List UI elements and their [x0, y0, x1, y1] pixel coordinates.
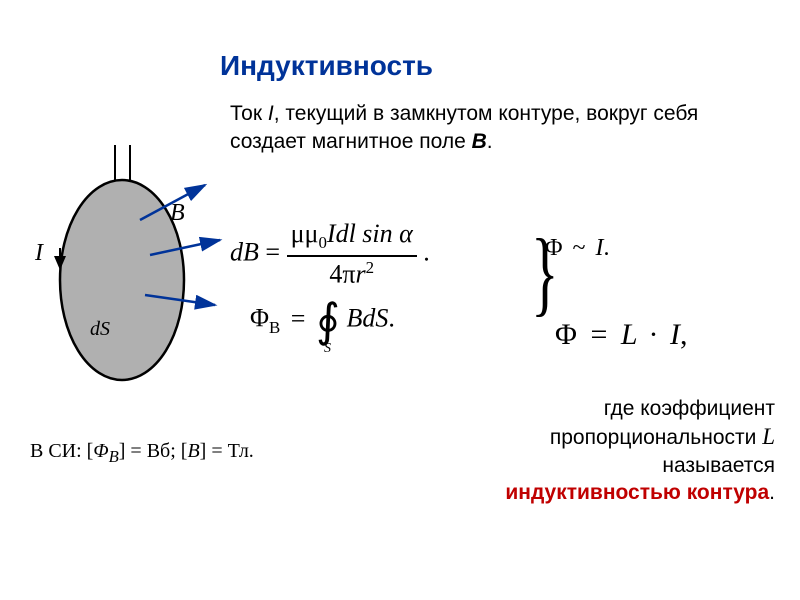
PhiB-eq: =: [287, 304, 310, 333]
coefficient-text: где коэффициент пропорциональности L наз…: [405, 395, 775, 507]
dB-r: r: [355, 259, 365, 288]
coef-line1: где коэффициент: [604, 397, 775, 420]
integral-icon: ∮: [316, 295, 340, 346]
dB-fraction: μμ0Idl sin α 4πr2: [287, 220, 417, 289]
si-B1: B: [109, 447, 119, 466]
res-L: L: [621, 318, 637, 351]
PhiB-integrand: BdS: [346, 304, 388, 333]
dB-denominator: 4πr2: [287, 257, 417, 289]
loop-diagram: I B dS: [20, 140, 230, 400]
side-phi: Φ: [545, 235, 563, 261]
res-cdot: ·: [645, 318, 663, 351]
si-mid1: ] = Вб; [: [119, 440, 188, 462]
side-dot: .: [604, 235, 610, 261]
intro-pre: Ток: [230, 102, 268, 125]
intro-end: .: [487, 130, 493, 153]
res-eq: =: [584, 318, 613, 351]
intro-B: B: [472, 130, 487, 153]
dB-mu: μμ: [291, 219, 319, 248]
dB-numerator: μμ0Idl sin α: [287, 220, 417, 257]
si-units: В СИ: [ΦB] = Вб; [B] = Тл.: [30, 440, 254, 467]
dB-eq: =: [265, 237, 280, 266]
dB-lhs: dB: [230, 237, 259, 266]
dB-num-rest: Idl sin α: [327, 219, 413, 248]
coef-L: L: [762, 424, 775, 449]
coef-dot: .: [769, 481, 775, 504]
dB-mu0: 0: [318, 233, 326, 252]
phi-proportional: Φ ~ I.: [545, 235, 610, 262]
side-sim: ~: [569, 235, 590, 261]
slide-title: Индуктивность: [220, 50, 433, 82]
coef-term: индуктивностью контура: [505, 481, 769, 504]
si-Phi: Φ: [93, 440, 108, 462]
res-comma: ,: [680, 318, 688, 351]
res-Phi: Φ: [555, 318, 577, 351]
label-I: I: [34, 240, 44, 266]
PhiB-B: B: [269, 318, 280, 337]
dB-r2: 2: [366, 258, 374, 277]
formula-result: Φ = L · I,: [555, 318, 688, 352]
integral-limit: S: [324, 343, 331, 356]
PhiB-Phi: Φ: [250, 304, 269, 333]
PhiB-integral: ∮ S: [316, 300, 340, 341]
formula-PhiB: ΦB = ∮ S BdS.: [250, 300, 395, 341]
PhiB-dot: .: [388, 304, 395, 333]
coef-line3: называется: [662, 454, 775, 477]
si-mid2: ] = Тл.: [200, 440, 254, 462]
coef-line2: пропорциональности: [550, 426, 762, 449]
label-dS: dS: [90, 318, 110, 340]
si-pre: В СИ: [: [30, 440, 93, 462]
res-I: I: [670, 318, 680, 351]
side-I: I: [596, 235, 604, 261]
dB-dot: .: [423, 237, 430, 266]
formula-dB: dB = μμ0Idl sin α 4πr2 .: [230, 220, 430, 289]
si-B2: B: [187, 440, 199, 462]
intro-post: , текущий в замкнутом контуре, вокруг се…: [230, 102, 698, 153]
intro-text: Ток I, текущий в замкнутом контуре, вокр…: [230, 100, 750, 157]
dB-4pi: 4π: [329, 259, 355, 288]
loop-shape: [60, 180, 184, 380]
